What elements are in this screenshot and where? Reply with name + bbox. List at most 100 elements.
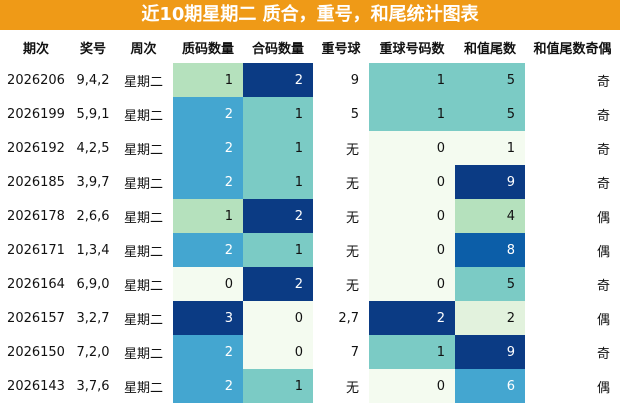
numbers-cell: 3,2,7 <box>76 310 110 326</box>
period-cell: 2026143 <box>7 378 65 394</box>
numbers-cell: 3,7,6 <box>76 378 110 394</box>
numbers-cell: 4,2,5 <box>76 140 110 156</box>
sum-tail-cell: 5 <box>455 97 525 131</box>
weekday-cell: 星期二 <box>123 210 163 226</box>
sum-tail-cell: 9 <box>455 335 525 369</box>
header-row: 期次 奖号 周次 质码数量 合码数量 重号球 重球号码数 和值尾数 和值尾数奇偶 <box>0 31 620 63</box>
repeat-balls-cell: 无 <box>345 380 359 396</box>
period-cell: 2026164 <box>7 276 65 292</box>
composite-count-cell: 2 <box>243 63 313 97</box>
table-row: 2026185 3,9,7 星期二 2 1 无 0 9 奇 <box>0 165 620 199</box>
period-cell: 2026185 <box>7 174 65 190</box>
parity-cell: 偶 <box>596 380 610 396</box>
period-cell: 2026157 <box>7 310 65 326</box>
weekday-cell: 星期二 <box>123 176 163 192</box>
sum-tail-cell: 4 <box>455 199 525 233</box>
repeat-balls-cell: 无 <box>345 244 359 260</box>
composite-count-cell: 1 <box>243 97 313 131</box>
repeat-count-cell: 1 <box>369 97 455 131</box>
prime-count-cell: 1 <box>173 199 243 233</box>
weekday-cell: 星期二 <box>123 312 163 328</box>
sum-tail-cell: 1 <box>455 131 525 165</box>
period-cell: 2026206 <box>7 72 65 88</box>
column-header-composite-count: 合码数量 <box>243 31 313 63</box>
composite-count-cell: 2 <box>243 267 313 301</box>
table-row: 2026178 2,6,6 星期二 1 2 无 0 4 偶 <box>0 199 620 233</box>
weekday-cell: 星期二 <box>123 380 163 396</box>
period-cell: 2026199 <box>7 106 65 122</box>
repeat-count-cell: 1 <box>369 335 455 369</box>
repeat-count-cell: 0 <box>369 131 455 165</box>
prime-count-cell: 1 <box>173 63 243 97</box>
parity-cell: 奇 <box>596 278 610 294</box>
repeat-balls-cell: 2,7 <box>338 310 359 326</box>
period-cell: 2026178 <box>7 208 65 224</box>
composite-count-cell: 1 <box>243 369 313 403</box>
sum-tail-cell: 5 <box>455 267 525 301</box>
column-header-repeat-count: 重球号码数 <box>369 31 455 63</box>
prime-count-cell: 2 <box>173 335 243 369</box>
prime-count-cell: 3 <box>173 301 243 335</box>
repeat-balls-cell: 无 <box>345 210 359 226</box>
table-row: 2026206 9,4,2 星期二 1 2 9 1 5 奇 <box>0 63 620 97</box>
composite-count-cell: 1 <box>243 131 313 165</box>
composite-count-cell: 1 <box>243 233 313 267</box>
prime-count-cell: 2 <box>173 131 243 165</box>
repeat-count-cell: 0 <box>369 369 455 403</box>
period-cell: 2026171 <box>7 242 65 258</box>
table-row: 2026171 1,3,4 星期二 2 1 无 0 8 偶 <box>0 233 620 267</box>
numbers-cell: 1,3,4 <box>76 242 110 258</box>
repeat-balls-cell: 无 <box>345 142 359 158</box>
composite-count-cell: 1 <box>243 165 313 199</box>
repeat-count-cell: 0 <box>369 267 455 301</box>
parity-cell: 偶 <box>596 210 610 226</box>
repeat-count-cell: 0 <box>369 199 455 233</box>
repeat-balls-cell: 5 <box>350 106 359 122</box>
parity-cell: 奇 <box>596 108 610 124</box>
prime-count-cell: 0 <box>173 267 243 301</box>
numbers-cell: 6,9,0 <box>76 276 110 292</box>
numbers-cell: 7,2,0 <box>76 344 110 360</box>
table-row: 2026157 3,2,7 星期二 3 0 2,7 2 2 偶 <box>0 301 620 335</box>
parity-cell: 奇 <box>596 74 610 90</box>
table-row: 2026143 3,7,6 星期二 2 1 无 0 6 偶 <box>0 369 620 403</box>
composite-count-cell: 0 <box>243 335 313 369</box>
repeat-balls-cell: 无 <box>345 278 359 294</box>
column-header-sum-tail: 和值尾数 <box>455 31 525 63</box>
table-row: 2026192 4,2,5 星期二 2 1 无 0 1 奇 <box>0 131 620 165</box>
column-header-numbers: 奖号 <box>72 31 114 63</box>
stats-table: 期次 奖号 周次 质码数量 合码数量 重号球 重球号码数 和值尾数 和值尾数奇偶… <box>0 31 620 403</box>
column-header-parity: 和值尾数奇偶 <box>525 31 620 63</box>
numbers-cell: 3,9,7 <box>76 174 110 190</box>
prime-count-cell: 2 <box>173 165 243 199</box>
repeat-balls-cell: 7 <box>350 344 359 360</box>
prime-count-cell: 2 <box>173 369 243 403</box>
repeat-count-cell: 0 <box>369 165 455 199</box>
column-header-prime-count: 质码数量 <box>173 31 243 63</box>
repeat-count-cell: 0 <box>369 233 455 267</box>
weekday-cell: 星期二 <box>123 74 163 90</box>
parity-cell: 偶 <box>596 244 610 260</box>
chart-title: 近10期星期二 质合，重号，和尾统计图表 <box>0 0 620 31</box>
repeat-count-cell: 1 <box>369 63 455 97</box>
column-header-period: 期次 <box>0 31 72 63</box>
numbers-cell: 2,6,6 <box>76 208 110 224</box>
parity-cell: 奇 <box>596 346 610 362</box>
sum-tail-cell: 5 <box>455 63 525 97</box>
sum-tail-cell: 6 <box>455 369 525 403</box>
weekday-cell: 星期二 <box>123 244 163 260</box>
numbers-cell: 9,4,2 <box>76 72 110 88</box>
prime-count-cell: 2 <box>173 233 243 267</box>
period-cell: 2026192 <box>7 140 65 156</box>
repeat-count-cell: 2 <box>369 301 455 335</box>
table-row: 2026199 5,9,1 星期二 2 1 5 1 5 奇 <box>0 97 620 131</box>
weekday-cell: 星期二 <box>123 346 163 362</box>
sum-tail-cell: 9 <box>455 165 525 199</box>
sum-tail-cell: 8 <box>455 233 525 267</box>
weekday-cell: 星期二 <box>123 142 163 158</box>
composite-count-cell: 0 <box>243 301 313 335</box>
table-row: 2026164 6,9,0 星期二 0 2 无 0 5 奇 <box>0 267 620 301</box>
weekday-cell: 星期二 <box>123 108 163 124</box>
column-header-repeat-balls: 重号球 <box>313 31 369 63</box>
period-cell: 2026150 <box>7 344 65 360</box>
